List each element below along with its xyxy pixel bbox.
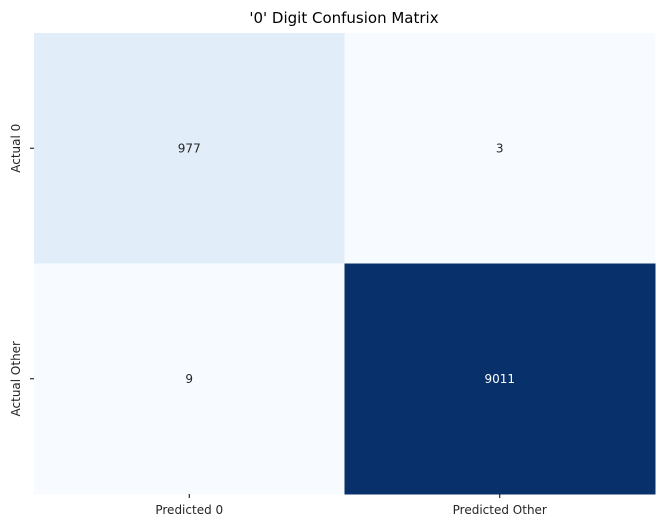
cell-value-label-r0-c1: 3 [496,141,504,155]
heatmap-cell-r0-c0 [34,33,345,264]
heatmap-cell-r1-c1 [344,263,656,495]
heatmap-cell-r0-c1 [344,33,656,264]
x-tick-label: Predicted 0 [155,503,223,517]
y-tick-label: Actual 0 [9,124,23,173]
y-tick-label: Actual Other [9,341,23,417]
heatmap-cells [34,33,656,495]
cell-value-label-r1-c0: 9 [185,372,193,386]
heatmap-cell-labels: 977 3 9 9011 [178,141,515,386]
chart-title: '0' Digit Confusion Matrix [249,9,438,27]
heatmap-cell-r1-c0 [34,263,345,495]
x-axis: Predicted 0 Predicted Other [155,494,547,517]
x-tick-label: Predicted Other [453,503,547,517]
cell-value-label-r1-c1: 9011 [484,372,515,386]
y-axis: Actual 0 Actual Other [9,124,34,417]
cell-value-label-r0-c0: 977 [178,141,201,155]
